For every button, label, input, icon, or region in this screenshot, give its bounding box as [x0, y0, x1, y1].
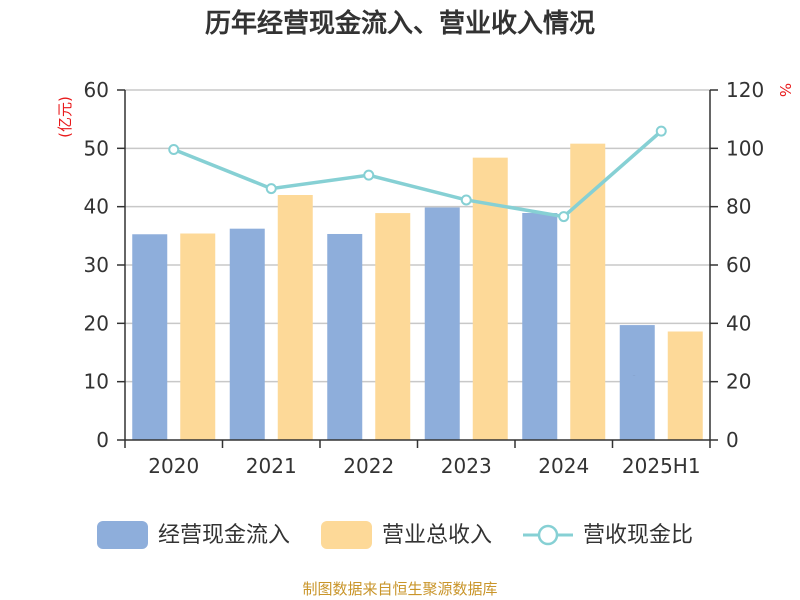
legend-swatch-ratio-marker: [537, 524, 559, 546]
right-tick-label: 120: [726, 78, 764, 102]
ratio-point: [558, 211, 570, 223]
left-tick-label: 30: [84, 253, 109, 277]
right-tick-label: 100: [726, 136, 764, 160]
left-tick-label: 50: [84, 136, 109, 160]
x-tick-label: 2022: [343, 454, 394, 478]
x-tick-label: 2024: [538, 454, 589, 478]
legend: 经营现金流入 营业总收入 营收现金比: [97, 521, 693, 549]
bar-revenue: [277, 195, 313, 440]
line-series-layer: [168, 125, 667, 223]
x-tick-label: 2021: [246, 454, 297, 478]
bar-revenue: [375, 213, 411, 440]
bar-cash-inflow: [619, 325, 655, 440]
bar-data-label: 19.7: [615, 372, 660, 396]
x-tick-label: 2020: [148, 454, 199, 478]
left-tick-label: 10: [84, 370, 109, 394]
x-tick-label: 2025H1: [622, 454, 701, 478]
bar-cash-inflow: [424, 207, 460, 440]
right-tick-label: 0: [726, 428, 739, 452]
ratio-point: [363, 169, 375, 181]
bar-labels: 35.26936.22635.31739.8638.91519.7: [615, 372, 660, 396]
grid: [125, 89, 710, 383]
legend-label-revenue: 营业总收入: [382, 523, 492, 548]
ratio-point: [265, 183, 277, 195]
bar-cash-inflow: [132, 234, 168, 440]
axes: 0 10 20 30 40 50 60 0 20 40 60 80 100 120 2020 2021 2022…: [84, 78, 765, 478]
right-tick-label: 60: [726, 253, 751, 277]
legend-swatch-revenue: [321, 521, 372, 549]
bar-revenue: [472, 157, 508, 440]
ratio-point: [655, 125, 667, 137]
left-tick-label: 60: [84, 78, 109, 102]
left-tick-label: 0: [96, 428, 109, 452]
left-tick-label: 40: [84, 195, 109, 219]
bar-revenue: [667, 331, 703, 440]
left-tick-label: 20: [84, 311, 109, 335]
bar-cash-inflow: [522, 212, 558, 440]
right-tick-label: 80: [726, 195, 751, 219]
ratio-line: [173, 129, 663, 219]
right-axis-unit: %: [776, 83, 794, 97]
left-axis-unit: (亿元): [56, 96, 74, 138]
right-tick-label: 20: [726, 370, 751, 394]
x-tick-label: 2023: [441, 454, 492, 478]
right-tick-label: 40: [726, 311, 751, 335]
ratio-point: [168, 144, 180, 155]
legend-label-cash-inflow: 经营现金流入: [158, 523, 290, 548]
legend-swatch-cash-inflow: [97, 521, 148, 549]
chart-title: 历年经营现金流入、营业收入情况: [205, 8, 595, 39]
legend-label-ratio: 营收现金比: [583, 523, 693, 548]
bar-cash-inflow: [327, 233, 363, 440]
bar-revenue: [570, 143, 606, 440]
bar-series-layer: [132, 143, 703, 440]
source-note: 制图数据来自恒生聚源数据库: [302, 580, 497, 598]
bar-cash-inflow: [229, 228, 265, 440]
ratio-point: [460, 194, 472, 206]
bar-revenue: [180, 233, 216, 440]
